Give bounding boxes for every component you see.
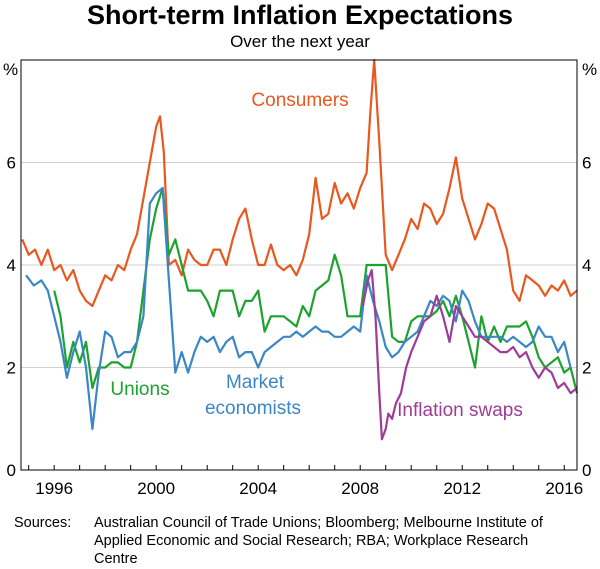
sources-text: Australian Council of Trade Unions; Bloo…: [94, 515, 543, 567]
chart-title: Short-term Inflation Expectations: [86, 0, 514, 30]
x-tick-label: 1996: [35, 479, 73, 498]
annotation-consumers: Consumers: [251, 90, 348, 111]
axis-ticks: 0 0 2 2 4 4 6 6 1996 2000 2004 2008 2012 2016: [7, 154, 592, 499]
y-unit-right: %: [582, 60, 597, 79]
series-lines: [21, 58, 579, 441]
y-tick-right: 6: [582, 154, 591, 173]
y-tick-left: 6: [7, 154, 16, 173]
y-unit-left: %: [3, 60, 18, 79]
series-line-consumers: [21, 58, 578, 308]
y-tick-right: 4: [582, 256, 591, 275]
plot-frame: [20, 59, 578, 471]
x-tick-label: 2004: [239, 479, 277, 498]
y-tick-right: 0: [582, 461, 591, 480]
sources-label: Sources:: [14, 515, 72, 531]
series-annotations: Consumers Unions Market economists Inflation…: [110, 90, 522, 421]
series-line-unions: [53, 187, 579, 394]
x-tick-label: 2016: [545, 479, 583, 498]
annotation-unions: Unions: [110, 379, 169, 400]
line-chart: 0 0 2 2 4 4 6 6 1996 2000 2004 2008 2012 2016 % % Con…: [3, 58, 597, 499]
x-tick-label: 2012: [443, 479, 481, 498]
gridlines: [21, 162, 577, 368]
annotation-inflation-swaps: Inflation swaps: [397, 400, 523, 421]
y-tick-left: 2: [7, 359, 16, 378]
annotation-market-economists: economists: [205, 398, 301, 419]
y-tick-left: 0: [7, 461, 16, 480]
y-tick-left: 4: [7, 256, 16, 275]
series-line-inflation-swaps: [361, 269, 578, 441]
y-tick-right: 2: [582, 359, 591, 378]
x-tick-label: 2000: [137, 479, 175, 498]
chart-subtitle: Over the next year: [230, 32, 370, 51]
annotation-market-economists: Market: [226, 372, 285, 393]
series-line-market-economists: [25, 187, 572, 431]
x-tick-label: 2008: [341, 479, 379, 498]
